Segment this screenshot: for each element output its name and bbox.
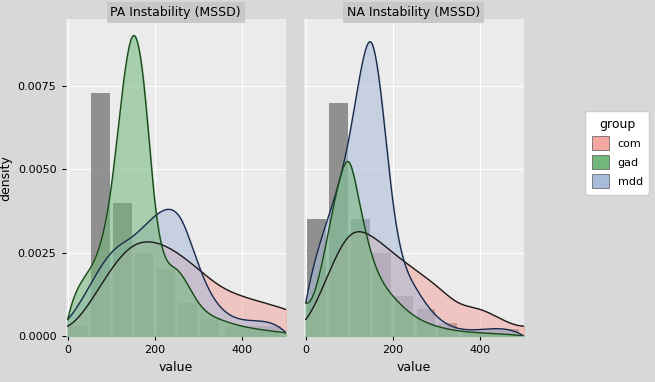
Title: PA Instability (MSSD): PA Instability (MSSD) xyxy=(111,6,241,19)
X-axis label: value: value xyxy=(159,361,193,374)
Bar xyxy=(307,219,326,336)
Bar xyxy=(373,253,392,336)
Bar xyxy=(351,219,369,336)
Bar xyxy=(417,309,435,336)
Bar xyxy=(135,253,153,336)
Bar xyxy=(69,326,88,336)
Bar xyxy=(91,92,109,336)
Bar xyxy=(395,296,413,336)
Y-axis label: density: density xyxy=(0,155,12,201)
Bar xyxy=(178,303,197,336)
Bar xyxy=(225,326,281,336)
Bar xyxy=(438,323,457,336)
Bar xyxy=(157,269,175,336)
Bar xyxy=(200,319,219,336)
Title: NA Instability (MSSD): NA Instability (MSSD) xyxy=(347,6,480,19)
Bar xyxy=(113,203,132,336)
X-axis label: value: value xyxy=(397,361,431,374)
Legend: com, gad, mdd: com, gad, mdd xyxy=(586,111,650,195)
Bar xyxy=(329,102,348,336)
Bar xyxy=(464,330,519,336)
